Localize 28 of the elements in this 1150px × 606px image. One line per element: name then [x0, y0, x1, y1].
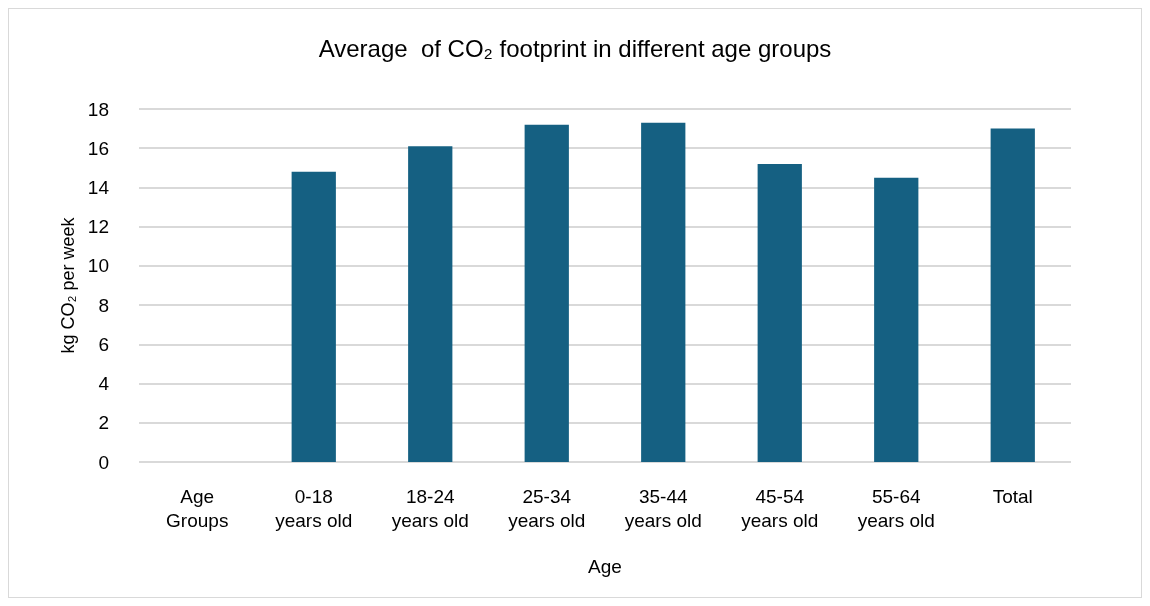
y-tick-label: 14 [87, 176, 110, 198]
x-tick-label: 35-44 years old [624, 485, 702, 531]
y-tick-label: 0 [98, 451, 109, 473]
x-axis-title: Age [588, 556, 622, 577]
bar [291, 171, 336, 462]
y-tick-label: 10 [87, 255, 109, 277]
y-tick-label: 2 [98, 412, 109, 434]
y-tick-label: 8 [98, 294, 109, 316]
y-tick-label: 6 [98, 333, 109, 355]
bar [524, 124, 569, 462]
x-tick-label: 45-54 years old [741, 485, 819, 531]
x-tick-label: 55-64 years old [857, 485, 935, 531]
bar [874, 177, 919, 462]
chart-title: Average of CO₂ footprint in different age groups [318, 34, 832, 62]
y-tick-label: 16 [87, 137, 109, 159]
bar [408, 146, 453, 462]
y-axis-title: kg CO₂ per week [57, 216, 78, 354]
bar [641, 122, 686, 462]
bar [990, 128, 1035, 462]
x-tick-label: Age Groups [166, 485, 229, 531]
y-tick-label: 4 [98, 373, 110, 395]
y-tick-label: 12 [87, 216, 109, 238]
x-tick-label: Total [992, 485, 1033, 507]
y-tick-label: 18 [87, 98, 109, 120]
x-tick-label: 25-34 years old [508, 485, 586, 531]
bar [757, 163, 802, 462]
x-tick-label: 18-24 years old [391, 485, 469, 531]
x-tick-label: 0-18 years old [275, 485, 353, 531]
